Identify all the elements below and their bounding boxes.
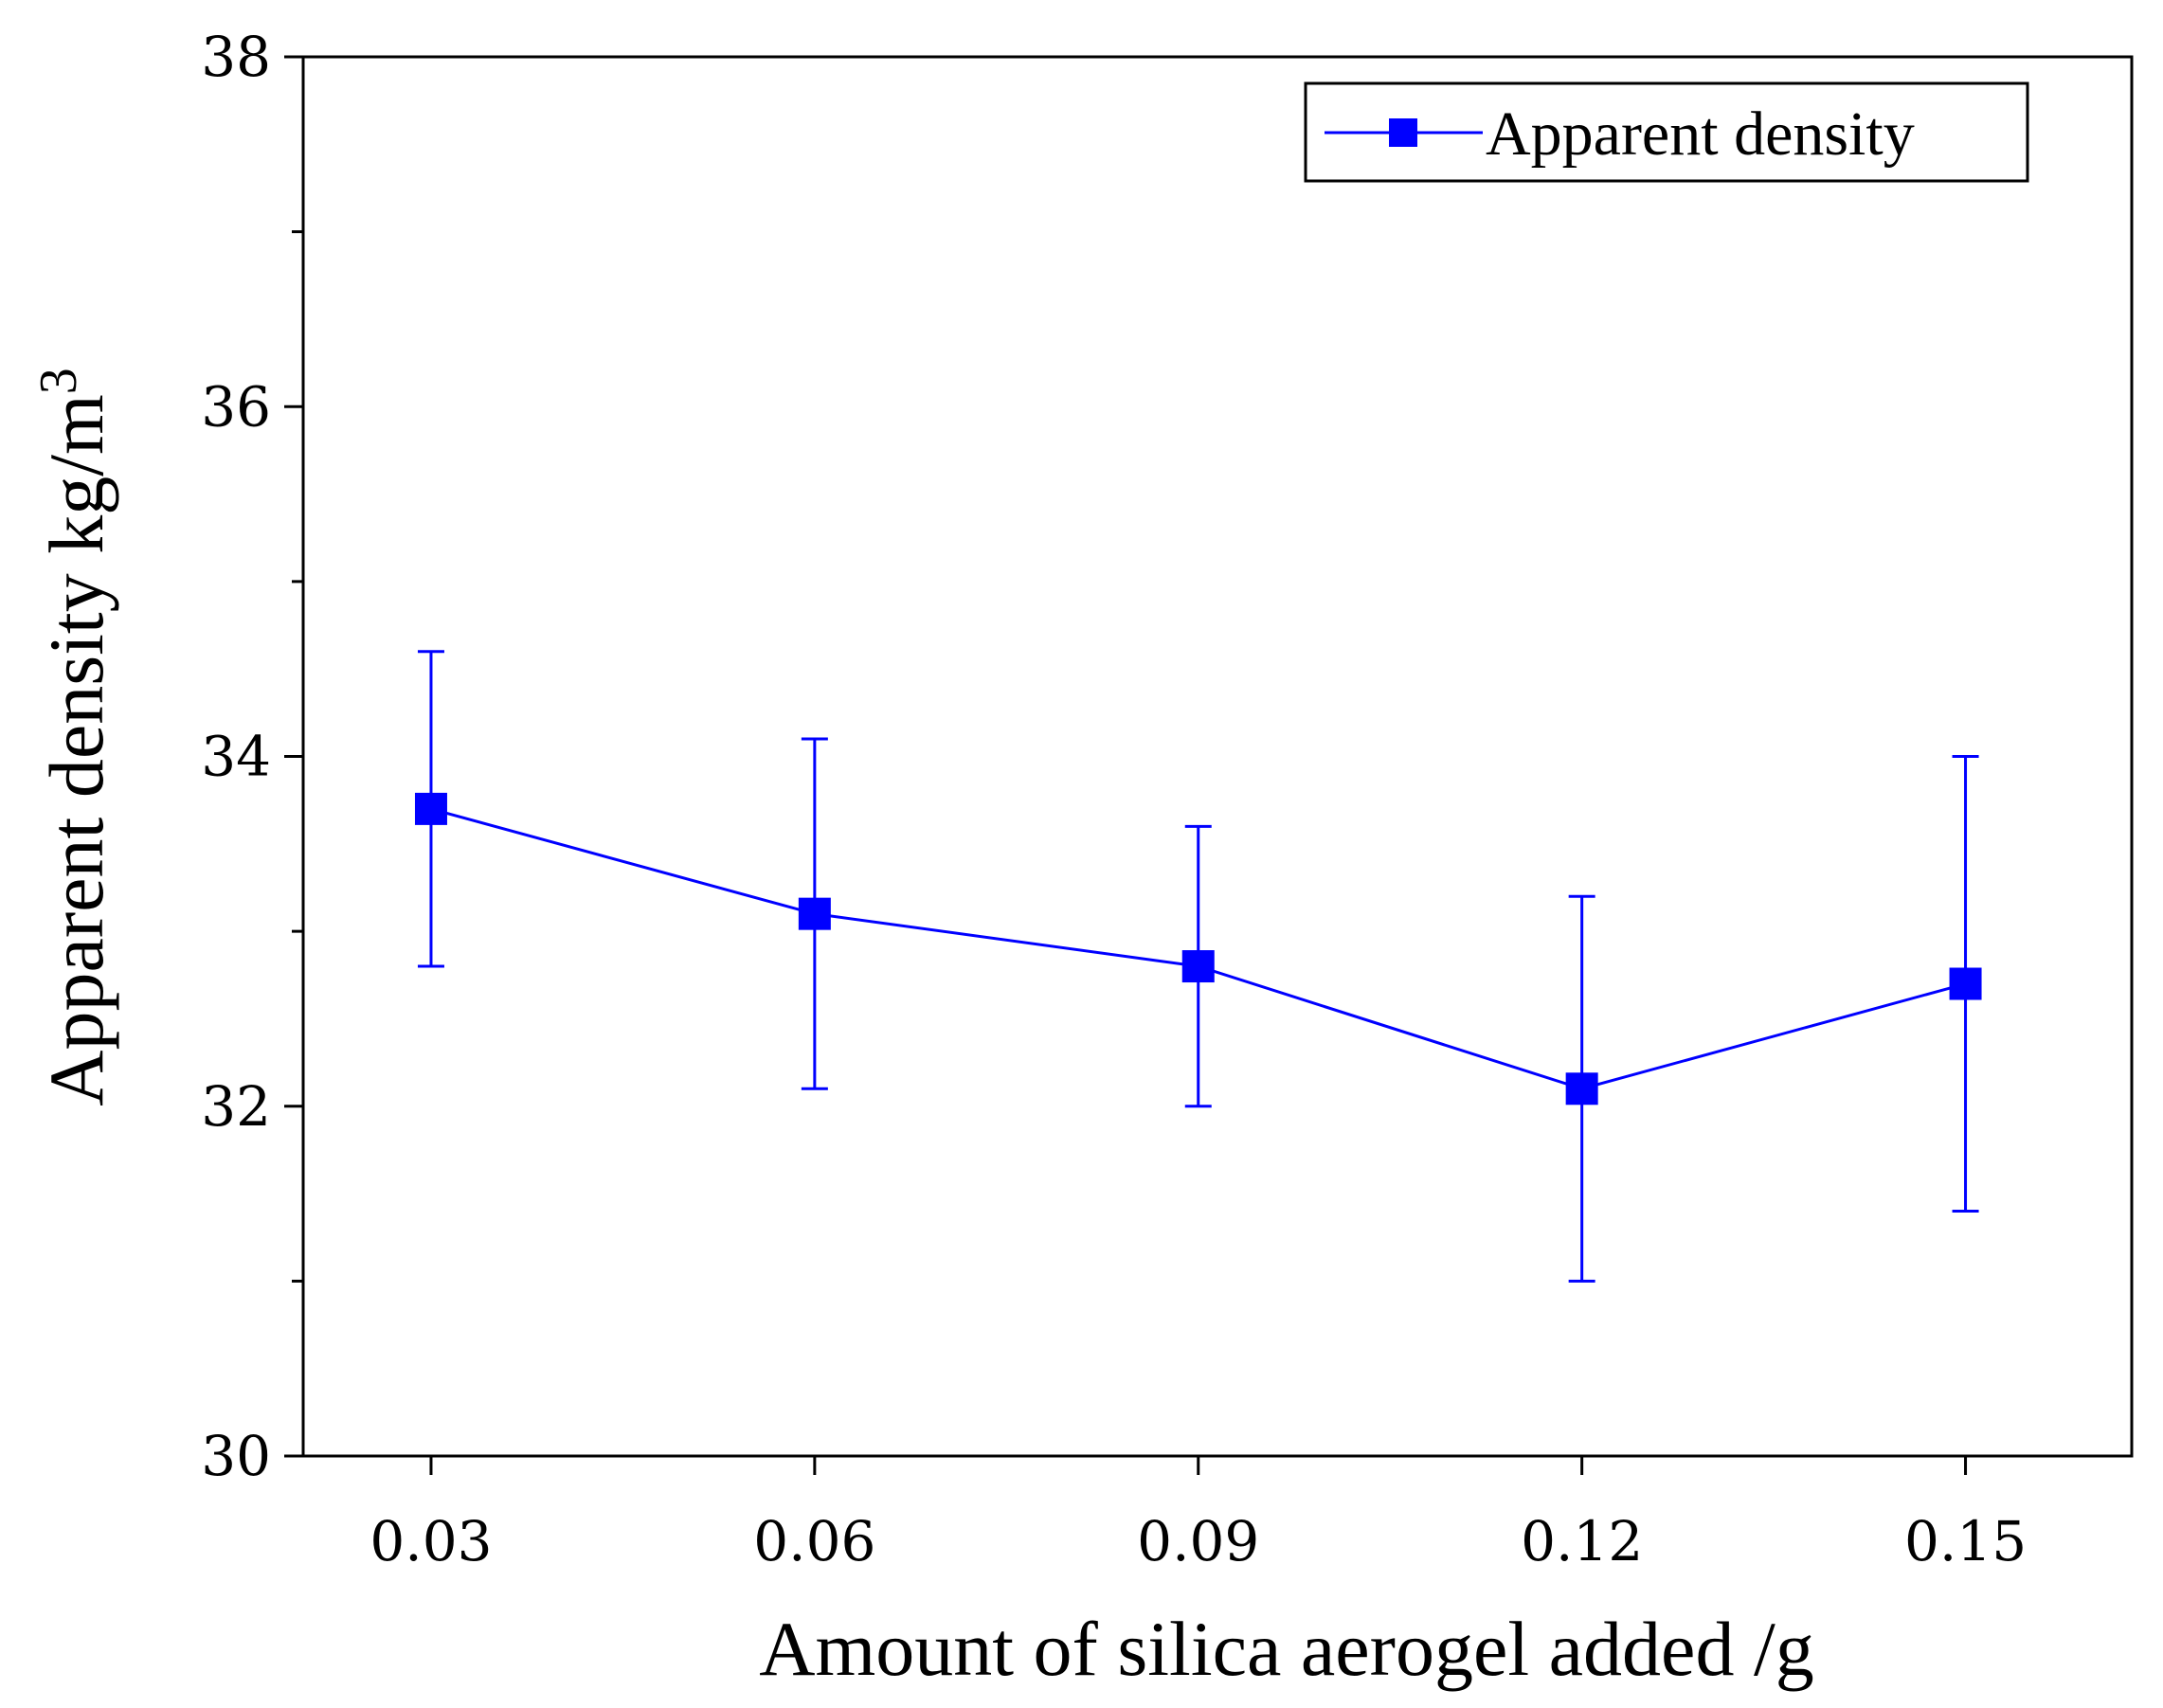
- data-point: [798, 897, 831, 930]
- data-point: [1949, 967, 1982, 1000]
- data-point: [1181, 950, 1215, 983]
- legend: Apparent density: [1304, 81, 2029, 183]
- series-layer: [414, 650, 1982, 1283]
- data-point: [1565, 1072, 1598, 1106]
- data-point: [414, 792, 447, 825]
- x-tick-label: 0.03: [370, 1509, 492, 1573]
- legend-marker: [1389, 118, 1417, 147]
- x-axis: 0.03 0.06 0.09 0.12 0.15: [370, 1456, 2027, 1573]
- x-axis-title: Amount of silica aerogel added /g: [759, 1606, 1814, 1692]
- y-tick-label: 32: [201, 1074, 271, 1139]
- x-tick-label: 0.12: [1521, 1509, 1643, 1573]
- y-tick-label: 36: [201, 374, 271, 439]
- y-tick-label: 30: [201, 1424, 271, 1488]
- x-tick-label: 0.15: [1904, 1509, 2027, 1573]
- y-axis: 30 32 34 36 38: [201, 25, 303, 1488]
- x-tick-label: 0.06: [753, 1509, 875, 1573]
- y-axis-title-main: Apparent density kg/m: [33, 394, 119, 1106]
- plot-border: [301, 55, 2134, 1458]
- legend-label: Apparent density: [1486, 99, 1915, 169]
- x-tick-label: 0.09: [1137, 1509, 1259, 1573]
- y-tick-label: 38: [201, 25, 271, 89]
- y-tick-label: 34: [201, 725, 271, 789]
- y-axis-title: Apparent density kg/m3: [29, 368, 119, 1106]
- y-axis-title-superscript: 3: [29, 368, 88, 394]
- plot-frame: [301, 55, 2134, 1458]
